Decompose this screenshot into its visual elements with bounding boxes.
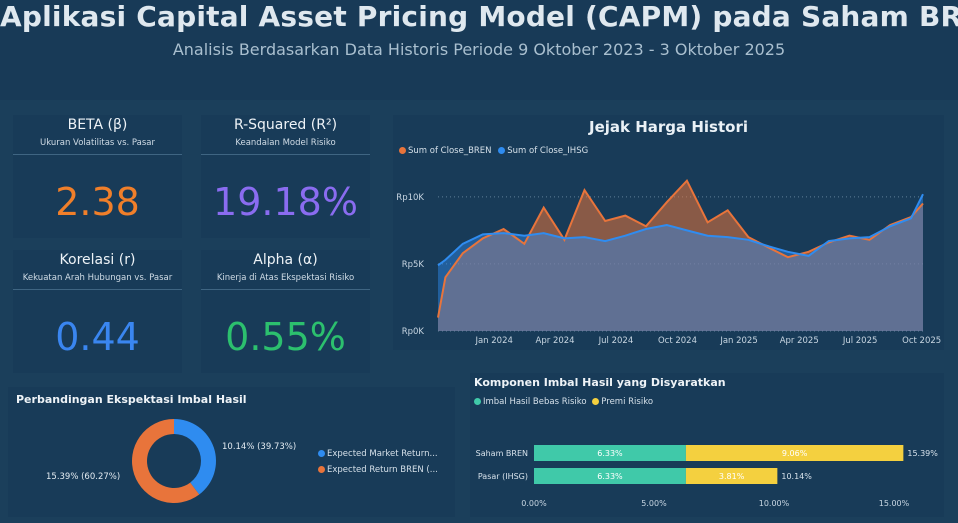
kpi-alpha-divider	[201, 289, 370, 290]
kpi-korelasi-title: Korelasi (r)	[13, 252, 182, 268]
donut-legend-dot-bren	[318, 466, 325, 473]
components-card[interactable]: Komponen Imbal Hasil yang Disyaratkan Im…	[470, 373, 944, 517]
price-history-card[interactable]: Jejak Harga Histori Sum of Close_BREN Su…	[393, 115, 944, 350]
price-y-tick-label: Rp5K	[402, 260, 425, 270]
bar-total-label: 10.14%	[781, 472, 812, 481]
bar-segment-label: 3.81%	[719, 472, 745, 481]
kpi-rsquared-divider	[201, 154, 370, 155]
kpi-korelasi-divider	[13, 289, 182, 290]
kpi-korelasi-subtitle: Kekuatan Arah Hubungan vs. Pasar	[13, 273, 182, 283]
kpi-rsquared-title: R-Squared (R²)	[201, 117, 370, 133]
bar-x-tick-label: 10.00%	[759, 499, 790, 508]
donut-legend-dot-market	[318, 450, 325, 457]
bar-segment-label: 6.33%	[597, 449, 623, 458]
bar-x-tick-label: 5.00%	[641, 499, 667, 508]
kpi-rsquared-subtitle: Keandalan Model Risiko	[201, 138, 370, 148]
kpi-card-beta[interactable]: BETA (β) Ukuran Volatilitas vs. Pasar 2.…	[13, 115, 182, 238]
donut-card[interactable]: Perbandingan Ekspektasi Imbal Hasil 10.1…	[8, 387, 455, 517]
bar-segment-label: 9.06%	[782, 449, 808, 458]
kpi-alpha-value: 0.55%	[201, 312, 370, 362]
price-y-tick-label: Rp10K	[396, 193, 424, 203]
kpi-beta-title: BETA (β)	[13, 117, 182, 133]
kpi-rsquared-value: 19.18%	[201, 177, 370, 227]
donut-legend: Expected Market Return... Expected Retur…	[318, 446, 438, 478]
kpi-card-rsquared[interactable]: R-Squared (R²) Keandalan Model Risiko 19…	[201, 115, 370, 238]
kpi-beta-value: 2.38	[13, 177, 182, 227]
kpi-card-korelasi[interactable]: Korelasi (r) Kekuatan Arah Hubungan vs. …	[13, 250, 182, 373]
kpi-beta-subtitle: Ukuran Volatilitas vs. Pasar	[13, 138, 182, 148]
kpi-korelasi-value: 0.44	[13, 312, 182, 362]
kpi-beta-divider	[13, 154, 182, 155]
kpi-alpha-subtitle: Kinerja di Atas Ekspektasi Risiko	[201, 273, 370, 283]
price-x-tick-label: Oct 2024	[658, 336, 697, 346]
price-x-tick-label: Jan 2025	[719, 336, 757, 346]
donut-slice-market	[174, 419, 216, 495]
bar-x-tick-label: 0.00%	[521, 499, 547, 508]
donut-legend-label-bren: Expected Return BREN (...	[327, 465, 438, 475]
header-banner: Aplikasi Capital Asset Pricing Model (CA…	[0, 0, 958, 100]
donut-legend-item-market[interactable]: Expected Market Return...	[318, 446, 438, 462]
bar-total-label: 15.39%	[907, 449, 938, 458]
price-x-tick-label: Apr 2025	[780, 336, 819, 346]
components-bar-chart: 0.00% 5.00% 10.00% 15.00% Saham BREN 6.33% 9.0…	[470, 373, 944, 517]
price-x-tick-label: Jan 2024	[474, 336, 512, 346]
donut-data-label-bren: 15.39% (60.27%)	[46, 472, 120, 482]
page-subtitle: Analisis Berdasarkan Data Historis Perio…	[0, 40, 958, 59]
kpi-alpha-title: Alpha (α)	[201, 252, 370, 268]
donut-legend-item-bren[interactable]: Expected Return BREN (...	[318, 462, 438, 478]
price-x-tick-label: Jul 2025	[842, 336, 878, 346]
bar-category-label: Saham BREN	[476, 449, 528, 458]
bar-category-label: Pasar (IHSG)	[478, 472, 528, 481]
donut-legend-label-market: Expected Market Return...	[327, 449, 438, 459]
donut-data-label-market: 10.14% (39.73%)	[222, 442, 296, 452]
page-title: Aplikasi Capital Asset Pricing Model (CA…	[0, 0, 958, 34]
kpi-card-alpha[interactable]: Alpha (α) Kinerja di Atas Ekspektasi Ris…	[201, 250, 370, 373]
price-x-tick-label: Jul 2024	[598, 336, 634, 346]
price-x-tick-label: Apr 2024	[536, 336, 575, 346]
price-y-tick-label: Rp0K	[402, 327, 425, 337]
bar-segment-label: 6.33%	[597, 472, 623, 481]
price-x-tick-label: Oct 2025	[902, 336, 941, 346]
price-history-chart: Rp0K Rp5K Rp10K Jan 2024 Apr 2024 Jul 2024 Oct…	[393, 115, 944, 350]
bar-x-tick-label: 15.00%	[879, 499, 910, 508]
